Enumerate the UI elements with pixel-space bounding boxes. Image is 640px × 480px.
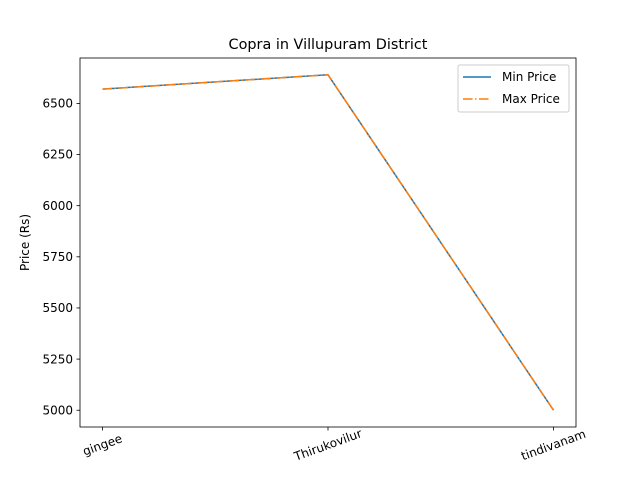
y-tick-label: 6500 <box>42 97 73 111</box>
y-tick-label: 5750 <box>42 250 73 264</box>
x-tick-label: gingee <box>81 431 124 458</box>
legend: Min Price Max Price <box>457 64 570 113</box>
y-tick-label: 5500 <box>42 301 73 315</box>
y-tick-label: 6000 <box>42 199 73 213</box>
y-axis: 5000 5250 5500 5750 6000 6250 6500 <box>42 97 80 417</box>
x-tick-label: tindivanam <box>519 427 587 463</box>
x-axis: gingee Thirukovilur tindivanam <box>81 426 588 464</box>
plot-frame <box>79 57 577 428</box>
series-layer <box>102 74 555 411</box>
y-tick-label: 5000 <box>42 403 73 417</box>
x-tick-label: Thirukovilur <box>291 426 363 464</box>
y-tick-label: 6250 <box>42 148 73 162</box>
chart-title: Copra in Villupuram District <box>229 37 428 53</box>
y-axis-label: Price (Rs) <box>18 214 32 271</box>
plot-area <box>80 58 576 427</box>
legend-label-1: Max Price <box>502 92 560 106</box>
series-line-1 <box>102 74 555 411</box>
y-tick-label: 5250 <box>42 352 73 366</box>
legend-label-0: Min Price <box>502 70 556 84</box>
